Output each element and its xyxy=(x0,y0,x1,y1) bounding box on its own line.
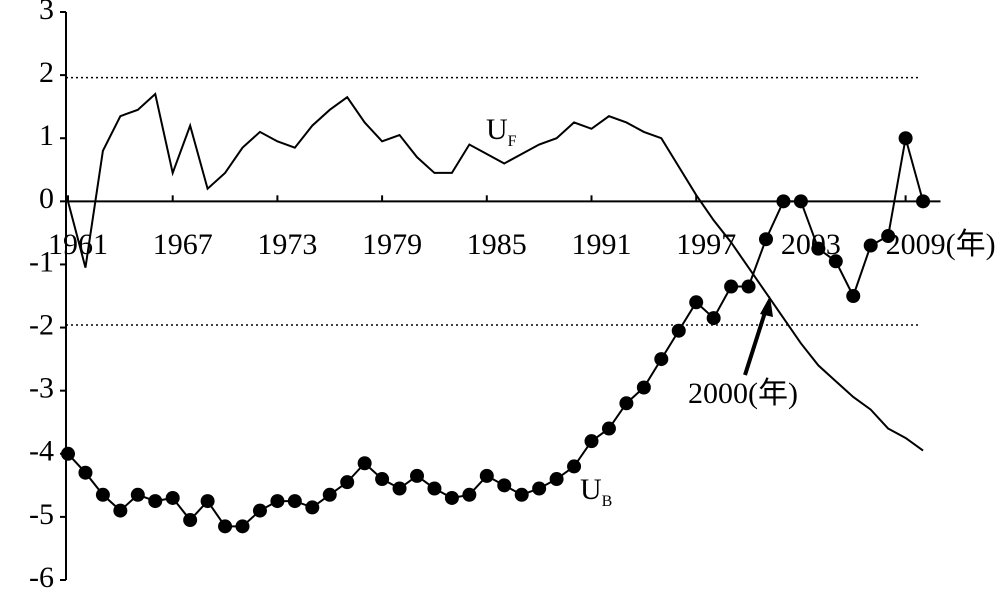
y-tick-label: 3 xyxy=(39,0,54,26)
data-point xyxy=(252,503,267,518)
data-point xyxy=(305,500,320,515)
data-point xyxy=(340,475,355,490)
series-line xyxy=(67,137,925,528)
data-point xyxy=(95,487,110,502)
y-tick-label: -6 xyxy=(29,561,54,594)
data-point xyxy=(636,380,651,395)
y-tick-label: -2 xyxy=(29,308,54,341)
data-point xyxy=(916,194,931,209)
data-point xyxy=(619,396,634,411)
data-point xyxy=(776,194,791,209)
data-point xyxy=(811,241,826,256)
data-point xyxy=(218,519,233,534)
data-point xyxy=(567,459,582,474)
data-point xyxy=(462,487,477,502)
data-point xyxy=(881,229,896,244)
data-point xyxy=(601,421,616,436)
data-point xyxy=(375,472,390,487)
data-point xyxy=(654,352,669,367)
data-point xyxy=(863,238,878,253)
data-point xyxy=(270,494,285,509)
data-point xyxy=(479,468,494,483)
y-tick-label: -4 xyxy=(29,435,54,468)
data-point xyxy=(148,494,163,509)
y-tick-label: -3 xyxy=(29,372,54,405)
data-point xyxy=(584,434,599,449)
data-point xyxy=(514,487,529,502)
data-point xyxy=(183,513,198,528)
x-tick-label: 1997 xyxy=(676,228,736,261)
x-tick-label: 2003 xyxy=(781,228,841,261)
data-point xyxy=(444,490,459,505)
data-point xyxy=(357,456,372,471)
x-tick-label: 1967 xyxy=(153,228,213,261)
data-point xyxy=(78,465,93,480)
series-label: UB xyxy=(580,473,612,510)
data-point xyxy=(724,279,739,294)
data-point xyxy=(759,232,773,247)
annotation: 2000(年) xyxy=(688,377,798,410)
data-point xyxy=(846,289,861,303)
data-point xyxy=(671,323,686,338)
data-point xyxy=(322,487,337,502)
data-point xyxy=(706,311,721,326)
data-point xyxy=(741,279,756,294)
data-point xyxy=(549,472,564,487)
x-tick-label: 1979 xyxy=(362,228,422,261)
data-point xyxy=(165,490,180,505)
annotation-arrow xyxy=(743,305,769,376)
series-label: UF xyxy=(486,113,517,150)
data-point xyxy=(113,503,128,518)
data-point xyxy=(427,481,442,496)
y-tick-label: 2 xyxy=(39,56,54,89)
x-tick-label: 1991 xyxy=(572,228,632,261)
data-point xyxy=(61,446,75,461)
data-point xyxy=(130,487,145,502)
data-point xyxy=(200,494,215,509)
data-point xyxy=(235,519,250,534)
data-point xyxy=(898,131,913,146)
y-tick-label: -1 xyxy=(29,245,54,278)
y-tick-label: -5 xyxy=(29,498,54,531)
data-point xyxy=(287,494,302,509)
series-line xyxy=(67,92,924,452)
data-point xyxy=(392,481,407,496)
data-point xyxy=(689,295,704,310)
data-point xyxy=(793,194,808,209)
y-tick-label: 0 xyxy=(39,182,54,215)
data-point xyxy=(497,478,512,493)
data-point xyxy=(828,254,843,269)
data-point xyxy=(410,468,424,483)
annotation-arrowhead xyxy=(760,296,773,317)
x-tick-label: 1985 xyxy=(467,228,527,261)
x-tick-label: 1973 xyxy=(257,228,317,261)
x-tick-label: 1961 xyxy=(48,228,108,261)
y-tick-label: 1 xyxy=(39,119,54,152)
x-tick-label: 2009(年) xyxy=(886,228,996,261)
data-point xyxy=(532,481,547,496)
